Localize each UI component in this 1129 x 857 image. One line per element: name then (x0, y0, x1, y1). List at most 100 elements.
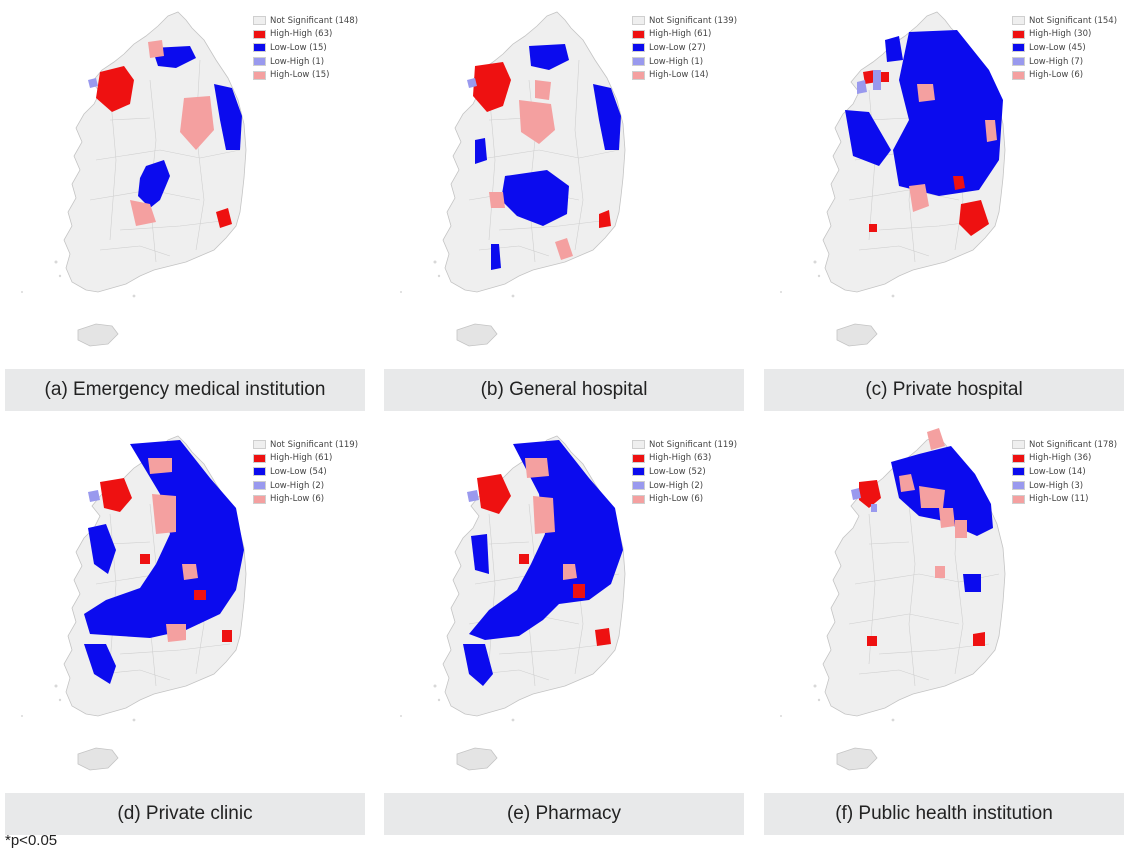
cluster-low-high (857, 80, 867, 94)
cluster-high-high (859, 480, 881, 508)
legend-item: Low-High (2) (632, 479, 737, 493)
cluster-high-low (563, 564, 577, 580)
legend-swatch (253, 453, 266, 463)
cluster-high-low (519, 100, 555, 144)
legend-swatch (1012, 440, 1025, 450)
legend-swatch (632, 481, 645, 491)
cluster-low-low (88, 524, 116, 574)
legend-label: Low-Low (54) (270, 466, 327, 477)
cluster-high-low (935, 566, 945, 578)
choropleth-map-e (399, 435, 626, 771)
legend-label: Low-Low (14) (1029, 466, 1086, 477)
cluster-low-high (88, 490, 100, 502)
legend-label: Low-Low (45) (1029, 42, 1086, 53)
cluster-high-low (939, 508, 955, 528)
legend-swatch (253, 494, 266, 504)
legend-label: High-High (63) (649, 453, 712, 464)
cluster-high-low (148, 458, 172, 474)
legend-item: Low-High (1) (253, 55, 358, 69)
legend-item: High-Low (14) (632, 68, 737, 82)
legend-item: High-Low (6) (1012, 68, 1117, 82)
legend-item: Low-High (7) (1012, 55, 1117, 69)
cluster-low-low (84, 440, 244, 638)
legend-label: Low-High (2) (649, 480, 704, 491)
legend-item: Low-High (1) (632, 55, 737, 69)
legend-label: Not Significant (119) (270, 439, 359, 450)
cluster-high-high (953, 176, 965, 190)
cluster-high-low (917, 84, 935, 102)
cluster-high-high (573, 584, 585, 598)
legend-label: High-Low (6) (270, 494, 325, 505)
legend-item: Low-High (2) (253, 479, 358, 493)
caption-c: (c) Private hospital (764, 369, 1124, 411)
legend-label: High-High (36) (1029, 453, 1092, 464)
legend-label: High-Low (14) (649, 70, 709, 81)
cluster-high-low (899, 474, 915, 492)
legend-swatch (253, 70, 266, 80)
legend-item: High-Low (6) (632, 492, 737, 506)
cluster-high-high (96, 66, 134, 112)
legend-item: High-High (30) (1012, 28, 1117, 42)
cluster-low-high (467, 78, 477, 88)
cluster-high-high (595, 628, 611, 646)
legend-a: Not Significant (148) High-High (63) Low-L… (253, 14, 358, 82)
legend-swatch (632, 57, 645, 67)
legend-swatch (1012, 70, 1025, 80)
legend-label: High-Low (6) (1029, 70, 1084, 81)
cluster-high-high (473, 62, 511, 112)
cluster-low-low (84, 644, 116, 684)
cluster-high-low (985, 120, 997, 142)
cluster-high-high (216, 208, 232, 228)
legend-label: Not Significant (119) (649, 439, 738, 450)
cluster-low-low (885, 36, 903, 62)
cluster-low-low (491, 244, 501, 270)
cluster-high-low (955, 520, 967, 538)
legend-b: Not Significant (139) High-High (61) Low-L… (632, 14, 737, 82)
cluster-low-low (475, 138, 487, 164)
caption-b: (b) General hospital (384, 369, 744, 411)
legend-swatch (1012, 29, 1025, 39)
legend-label: Not Significant (178) (1029, 439, 1118, 450)
legend-item: High-High (63) (253, 28, 358, 42)
cluster-high-low (533, 496, 555, 534)
cluster-high-low (525, 458, 549, 478)
cluster-low-low (471, 534, 489, 574)
legend-item: High-High (61) (253, 452, 358, 466)
significance-footnote: *p<0.05 (5, 832, 58, 849)
legend-c: Not Significant (154) High-High (30) Low-L… (1012, 14, 1117, 82)
cluster-high-low (182, 564, 198, 580)
map-panel-e: Not Significant (119) High-High (63) Low-L… (379, 424, 744, 836)
legend-e: Not Significant (119) High-High (63) Low-L… (632, 438, 737, 506)
map-panel-a: Not Significant (148) High-High (63) Low-L… (0, 0, 365, 412)
choropleth-map-b (399, 11, 626, 347)
legend-label: Low-High (3) (1029, 480, 1084, 491)
legend-item: Not Significant (154) (1012, 14, 1117, 28)
legend-swatch (253, 440, 266, 450)
legend-swatch (1012, 467, 1025, 477)
legend-label: High-Low (6) (649, 494, 704, 505)
choropleth-map-d (20, 435, 247, 771)
choropleth-map-f (779, 428, 1006, 771)
cluster-low-low (893, 30, 1003, 196)
caption-e: (e) Pharmacy (384, 793, 744, 835)
legend-swatch (253, 481, 266, 491)
legend-f: Not Significant (178) High-High (36) Low-L… (1012, 438, 1117, 506)
legend-label: High-High (61) (270, 453, 333, 464)
legend-label: Low-High (2) (270, 480, 325, 491)
legend-swatch (1012, 57, 1025, 67)
legend-swatch (1012, 16, 1025, 26)
legend-item: Not Significant (119) (253, 438, 358, 452)
cluster-high-high (140, 554, 150, 564)
legend-label: Low-Low (27) (649, 42, 706, 53)
cluster-low-high (88, 78, 98, 88)
cluster-low-low (963, 574, 981, 592)
cluster-low-low (463, 644, 493, 686)
cluster-high-high (477, 474, 511, 514)
map-panel-f: Not Significant (178) High-High (36) Low-L… (759, 424, 1124, 836)
legend-item: High-Low (6) (253, 492, 358, 506)
cluster-high-low (909, 184, 929, 212)
legend-label: Low-Low (15) (270, 42, 327, 53)
cluster-high-low (166, 624, 186, 642)
legend-swatch (253, 43, 266, 53)
legend-d: Not Significant (119) High-High (61) Low-L… (253, 438, 358, 506)
